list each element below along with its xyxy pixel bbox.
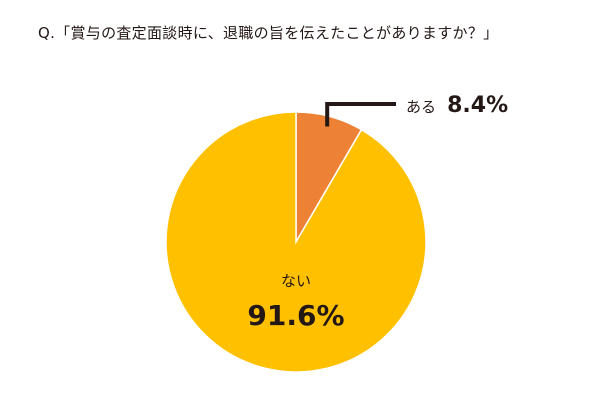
chart-title: Q.「賞与の査定面談時に、退職の旨を伝えたことがありますか？」 [38,24,499,42]
slice-value-nai: 91.6% [247,299,344,332]
slice-labels: ある 8.4% ない 91.6% [247,93,508,332]
slice-value-aru: 8.4% [447,93,508,118]
pie-slices [165,111,427,373]
leader-line-aru [325,102,396,127]
leader-lines [325,102,396,127]
slice-name-nai: ない [281,272,311,290]
slice-label-small: ある 8.4% [406,93,508,118]
pie-slice-nai [165,111,427,373]
slice-name-aru: ある [406,98,436,116]
